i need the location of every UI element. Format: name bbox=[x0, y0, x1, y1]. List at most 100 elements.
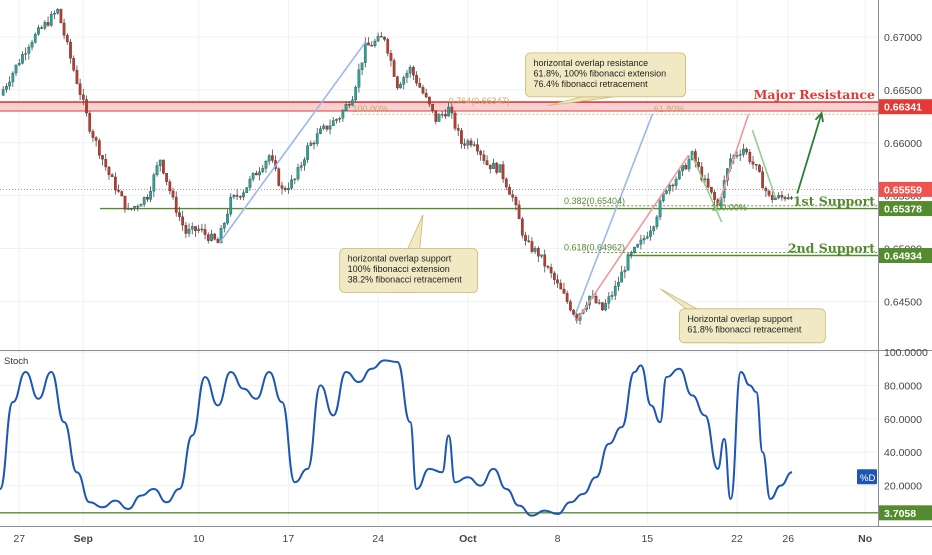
candle-body-80 bbox=[258, 171, 261, 176]
stoch-level-tag-bg bbox=[879, 505, 932, 521]
candle-body-61 bbox=[197, 228, 201, 232]
candle-body-168 bbox=[540, 254, 543, 257]
candle-body-157 bbox=[504, 178, 508, 188]
candle-body-141 bbox=[453, 112, 457, 129]
candle-body-127 bbox=[408, 66, 412, 74]
candle-body-131 bbox=[421, 87, 425, 94]
candle-body-236 bbox=[758, 164, 761, 172]
fib-marker-5: 0.618(0.64962) bbox=[564, 243, 625, 253]
x-tick-label-2: 10 bbox=[193, 533, 205, 545]
candle-body-220 bbox=[706, 178, 710, 188]
candle-body-189 bbox=[607, 296, 611, 304]
level-tag-1-bg bbox=[879, 201, 932, 217]
candle-body-140 bbox=[450, 106, 454, 114]
candle-body-57 bbox=[184, 224, 188, 234]
candle-body-233 bbox=[748, 152, 752, 162]
candle-body-88 bbox=[283, 188, 287, 191]
candle-body-28 bbox=[91, 131, 95, 138]
candle-body-128 bbox=[412, 66, 415, 76]
swing-line-oct bbox=[573, 113, 654, 318]
candle-body-147 bbox=[472, 144, 476, 146]
candle-body-95 bbox=[306, 145, 309, 160]
candle-body-5 bbox=[17, 63, 21, 66]
candle-body-49 bbox=[158, 159, 162, 166]
resistance-note-line-2: 76.4% fibonacci retracement bbox=[534, 79, 649, 89]
candle-body-15 bbox=[49, 13, 53, 26]
candle-body-9 bbox=[30, 42, 34, 48]
candle-body-242 bbox=[777, 195, 781, 199]
candle-body-160 bbox=[514, 197, 518, 206]
candle-body-239 bbox=[767, 190, 771, 196]
fib-markers: 0.764(0.66347) 100.00% 61.80% 0.382(0.65404… bbox=[352, 96, 746, 252]
candle-body-238 bbox=[764, 187, 768, 192]
candle-body-155 bbox=[498, 164, 502, 173]
candle-body-43 bbox=[139, 204, 143, 207]
candle-body-91 bbox=[293, 178, 297, 181]
level-tag-2-text: 0.64934 bbox=[884, 251, 922, 263]
candle-body-98 bbox=[315, 133, 319, 144]
candle-body-170 bbox=[546, 266, 550, 268]
candle-body-21 bbox=[69, 41, 72, 59]
candle-body-109 bbox=[351, 99, 354, 106]
candle-body-63 bbox=[203, 229, 207, 235]
candle-body-203 bbox=[652, 226, 656, 232]
candle-body-138 bbox=[444, 114, 447, 117]
candle-body-136 bbox=[437, 114, 441, 122]
candle-body-53 bbox=[171, 190, 175, 198]
candle-body-24 bbox=[78, 83, 82, 95]
support2-note-line-0: Horizontal overlap support bbox=[687, 314, 793, 324]
fib-marker-0: 0.764(0.66347) bbox=[449, 96, 510, 106]
candle-body-194 bbox=[623, 270, 627, 273]
candle-body-111 bbox=[357, 69, 361, 88]
current-price-tag-text: 0.65559 bbox=[884, 184, 922, 196]
x-tick-label-1: Sep bbox=[74, 533, 93, 545]
candle-body-103 bbox=[331, 120, 335, 126]
resistance-note-box bbox=[525, 52, 686, 98]
candle-body-27 bbox=[88, 112, 92, 132]
candle-body-14 bbox=[46, 22, 50, 26]
candle-body-16 bbox=[53, 13, 56, 15]
candle-body-139 bbox=[447, 106, 450, 117]
candle-body-7 bbox=[24, 53, 27, 55]
candle-body-93 bbox=[299, 165, 303, 168]
candle-body-144 bbox=[463, 143, 466, 146]
stoch-legend-label: %D bbox=[860, 473, 875, 484]
candle-body-33 bbox=[107, 166, 111, 175]
resistance-note-line-1: 61.8%, 100% fibonacci extension bbox=[534, 68, 667, 78]
candle-body-197 bbox=[633, 247, 636, 253]
swing-line-green-1 bbox=[691, 155, 723, 223]
candle-body-112 bbox=[360, 62, 364, 70]
candle-body-193 bbox=[620, 271, 623, 283]
candle-body-55 bbox=[178, 212, 181, 217]
candle-body-107 bbox=[344, 104, 348, 111]
support2-note-box bbox=[678, 308, 826, 344]
candle-body-187 bbox=[601, 302, 604, 311]
candle-body-54 bbox=[174, 196, 178, 213]
fib-marker-1: 100.00% bbox=[352, 104, 388, 114]
candle-body-142 bbox=[456, 128, 460, 131]
candle-body-115 bbox=[370, 45, 374, 47]
candle-body-186 bbox=[597, 302, 601, 304]
level-tag-2-bg bbox=[879, 248, 932, 264]
candle-body-156 bbox=[501, 164, 505, 180]
candle-body-146 bbox=[469, 140, 473, 146]
x-tick-label-4: 24 bbox=[372, 533, 384, 545]
stoch-tick-label-4: 100.0000 bbox=[884, 347, 928, 359]
fib-marker-2: 61.80% bbox=[654, 104, 685, 114]
candle-body-56 bbox=[181, 216, 184, 226]
candle-body-162 bbox=[520, 218, 524, 236]
level-tag-0-text: 0.66341 bbox=[884, 102, 922, 114]
candle-body-149 bbox=[479, 151, 483, 155]
stoch-level-tag-text: 3.7058 bbox=[884, 508, 916, 520]
candle-body-145 bbox=[466, 140, 470, 146]
candle-body-92 bbox=[296, 167, 300, 180]
candle-body-72 bbox=[232, 195, 236, 198]
candle-body-42 bbox=[136, 206, 140, 208]
candle-body-126 bbox=[405, 72, 409, 78]
candle-body-167 bbox=[536, 248, 540, 257]
candle-body-6 bbox=[21, 54, 24, 64]
candle-body-118 bbox=[379, 36, 383, 38]
candle-body-83 bbox=[267, 155, 271, 162]
